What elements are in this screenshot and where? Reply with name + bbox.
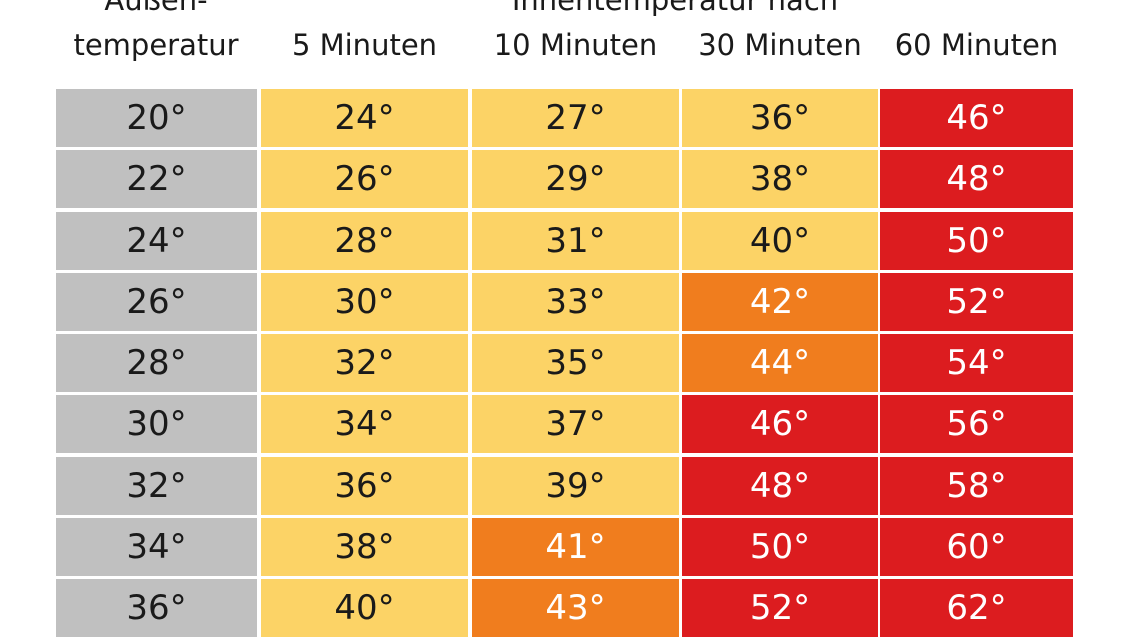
inside-temperature-cell: 58°: [880, 457, 1073, 515]
inside-temperature-cell: 56°: [880, 395, 1073, 453]
inside-temperature-cell: 60°: [880, 518, 1073, 576]
inside-temperature-cell: 42°: [682, 273, 878, 331]
inside-temperature-cell: 46°: [880, 89, 1073, 147]
column-header-30-min: 30 Minuten: [698, 28, 862, 62]
outside-temperature-header-line2: temperatur: [73, 28, 239, 62]
inside-temperature-cell: 43°: [472, 579, 679, 637]
inside-temperature-cell: 34°: [261, 395, 468, 453]
inside-temperature-cell: 36°: [682, 89, 878, 147]
outside-temperature-cell: 26°: [56, 273, 257, 331]
inside-temperature-cell: 37°: [472, 395, 679, 453]
outside-temperature-header-line1: Außen-: [104, 0, 208, 17]
outside-temperature-cell: 36°: [56, 579, 257, 637]
inside-temperature-cell: 52°: [682, 579, 878, 637]
inside-temperature-cell: 29°: [472, 150, 679, 208]
inside-temperature-cell: 36°: [261, 457, 468, 515]
inside-temperature-cell: 24°: [261, 89, 468, 147]
inside-temperature-cell: 50°: [682, 518, 878, 576]
inside-temperature-cell: 48°: [880, 150, 1073, 208]
inside-temperature-cell: 35°: [472, 334, 679, 392]
inside-temperature-cell: 41°: [472, 518, 679, 576]
inside-temperature-cell: 54°: [880, 334, 1073, 392]
outside-temperature-cell: 32°: [56, 457, 257, 515]
column-header-60-min: 60 Minuten: [894, 28, 1059, 62]
inside-temperature-cell: 62°: [880, 579, 1073, 637]
inside-temperature-cell: 48°: [682, 457, 878, 515]
inside-temperature-cell: 46°: [682, 395, 878, 453]
column-header-5-min: 5 Minuten: [291, 28, 438, 62]
inside-temperature-cell: 40°: [682, 212, 878, 270]
inside-temperature-title: Innentemperatur nach: [511, 0, 839, 17]
inside-temperature-cell: 28°: [261, 212, 468, 270]
inside-temperature-cell: 27°: [472, 89, 679, 147]
outside-temperature-cell: 20°: [56, 89, 257, 147]
inside-temperature-cell: 30°: [261, 273, 468, 331]
inside-temperature-cell: 26°: [261, 150, 468, 208]
inside-temperature-cell: 38°: [261, 518, 468, 576]
inside-temperature-cell: 52°: [880, 273, 1073, 331]
inside-temperature-cell: 39°: [472, 457, 679, 515]
inside-temperature-cell: 40°: [261, 579, 468, 637]
inside-temperature-cell: 32°: [261, 334, 468, 392]
inside-temperature-cell: 31°: [472, 212, 679, 270]
inside-temperature-cell: 38°: [682, 150, 878, 208]
outside-temperature-cell: 30°: [56, 395, 257, 453]
inside-temperature-cell: 33°: [472, 273, 679, 331]
outside-temperature-cell: 22°: [56, 150, 257, 208]
column-header-10-min: 10 Minuten: [493, 28, 658, 62]
inside-temperature-cell: 50°: [880, 212, 1073, 270]
outside-temperature-cell: 34°: [56, 518, 257, 576]
outside-temperature-cell: 24°: [56, 212, 257, 270]
outside-temperature-cell: 28°: [56, 334, 257, 392]
inside-temperature-cell: 44°: [682, 334, 878, 392]
